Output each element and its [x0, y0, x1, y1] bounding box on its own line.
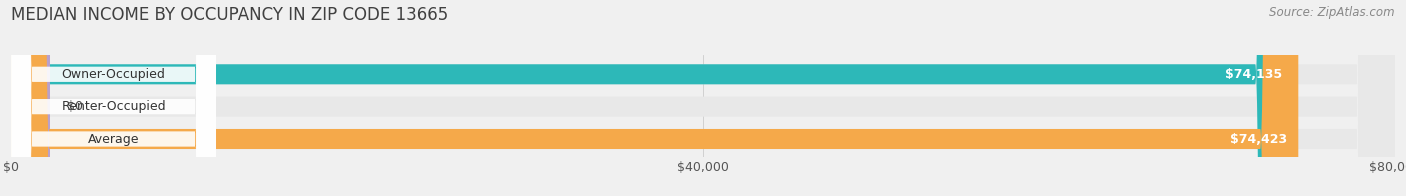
FancyBboxPatch shape — [11, 0, 1298, 196]
FancyBboxPatch shape — [11, 0, 1395, 196]
FancyBboxPatch shape — [11, 0, 51, 196]
FancyBboxPatch shape — [11, 0, 1395, 196]
Text: Renter-Occupied: Renter-Occupied — [62, 100, 166, 113]
Text: MEDIAN INCOME BY OCCUPANCY IN ZIP CODE 13665: MEDIAN INCOME BY OCCUPANCY IN ZIP CODE 1… — [11, 6, 449, 24]
Text: $74,135: $74,135 — [1225, 68, 1282, 81]
Text: $0: $0 — [66, 100, 83, 113]
Text: $74,423: $74,423 — [1230, 132, 1286, 145]
Text: Owner-Occupied: Owner-Occupied — [62, 68, 166, 81]
Text: Average: Average — [89, 132, 139, 145]
FancyBboxPatch shape — [11, 0, 217, 196]
Text: Source: ZipAtlas.com: Source: ZipAtlas.com — [1270, 6, 1395, 19]
FancyBboxPatch shape — [11, 0, 217, 196]
FancyBboxPatch shape — [11, 0, 1294, 196]
FancyBboxPatch shape — [11, 0, 217, 196]
FancyBboxPatch shape — [11, 0, 1395, 196]
